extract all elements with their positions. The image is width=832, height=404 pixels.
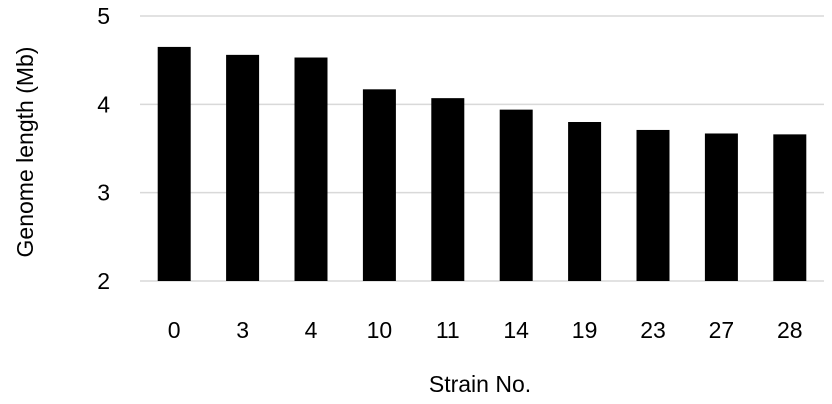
y-tick-label: 4 xyxy=(97,91,110,117)
x-tick-label: 3 xyxy=(236,317,249,343)
y-axis-ticks: 2 3 4 5 xyxy=(97,3,110,294)
x-tick-label: 27 xyxy=(709,317,735,343)
x-tick-label: 11 xyxy=(436,317,460,343)
bar-strain-28 xyxy=(773,134,807,281)
y-tick-label: 2 xyxy=(97,268,110,294)
x-tick-label: 19 xyxy=(572,317,598,343)
y-tick-label: 3 xyxy=(97,180,110,206)
x-tick-label: 4 xyxy=(305,317,318,343)
x-tick-label: 0 xyxy=(168,317,181,343)
bar-strain-10 xyxy=(362,89,396,281)
bar-strain-11 xyxy=(431,98,465,282)
y-tick-label: 5 xyxy=(97,3,110,29)
bar-strain-27 xyxy=(704,133,738,281)
y-axis-title: Genome length (Mb) xyxy=(12,47,38,258)
bar-strain-23 xyxy=(636,129,670,281)
bar-strain-4 xyxy=(294,57,328,282)
bar-strain-3 xyxy=(226,54,260,281)
bars xyxy=(157,46,807,282)
x-axis-title: Strain No. xyxy=(429,371,531,397)
x-axis-ticks: 0 3 4 10 11 14 19 23 27 28 xyxy=(168,317,803,343)
x-tick-label: 28 xyxy=(777,317,803,343)
bar-strain-14 xyxy=(499,109,533,281)
x-tick-label: 10 xyxy=(367,317,393,343)
bar-strain-0 xyxy=(157,46,191,281)
bar-strain-19 xyxy=(568,122,602,281)
x-tick-label: 14 xyxy=(503,317,529,343)
x-tick-label: 23 xyxy=(640,317,666,343)
